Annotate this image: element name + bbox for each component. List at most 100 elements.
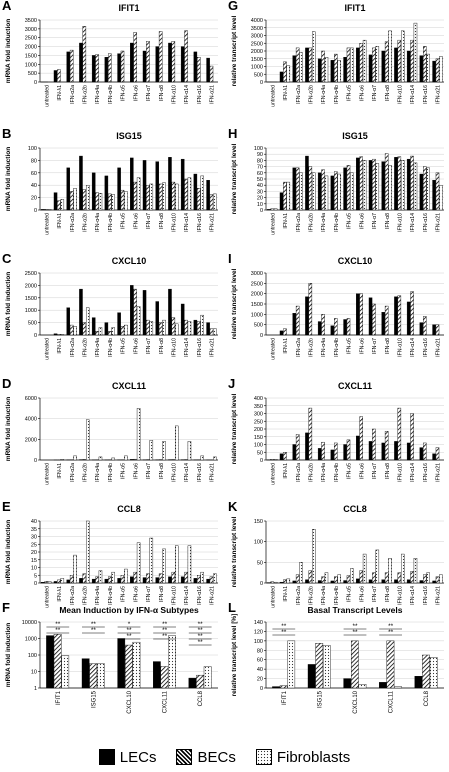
bar-b-6-0 — [117, 167, 121, 211]
bar-b-8-0 — [142, 160, 147, 211]
x-tick-label: IFN-α2a — [70, 85, 76, 104]
bar-i-1-0 — [279, 330, 284, 336]
bar-g-7-1 — [359, 43, 363, 83]
bar-k-5-2 — [337, 574, 341, 584]
x-tick-label: IFN-α8 — [159, 463, 165, 479]
y-tick-label: 500 — [254, 323, 263, 329]
y-tick-label: 250 — [254, 419, 263, 425]
x-tick-label: untreated — [44, 338, 50, 360]
significance-label: ** — [91, 621, 97, 628]
bar-a-7-1 — [133, 32, 137, 83]
x-tick-label: IFN-α2a — [296, 213, 302, 232]
bar-d-12-2 — [200, 455, 204, 461]
significance-label: ** — [281, 623, 287, 630]
bar-h-7-1 — [359, 156, 363, 211]
chart-title: CXCL10 — [338, 256, 373, 266]
y-tick-label: 3000 — [251, 34, 263, 40]
bar-g-11-2 — [413, 22, 418, 83]
bar-e-8-0 — [142, 577, 147, 584]
bar-a-1-1 — [57, 69, 61, 83]
bar-i-11-0 — [406, 301, 411, 336]
bar-j-4-0 — [317, 448, 322, 461]
panel-letter: L — [228, 600, 236, 615]
bar-h-12-2 — [426, 167, 430, 211]
bar-h-4-0 — [317, 172, 322, 211]
bar-e-1-1 — [57, 579, 61, 584]
y-axis-label: relative transcript level — [231, 143, 238, 214]
y-tick-label: 70 — [257, 165, 263, 171]
legend-label-lecs: LECs — [119, 748, 157, 766]
y-tick-label: 2000 — [251, 292, 263, 298]
x-tick-label: IFN-α6 — [359, 85, 365, 101]
chart-title: IFIT1 — [118, 3, 139, 13]
bar-a-9-0 — [155, 46, 159, 83]
x-tick-label: IFN-α16 — [197, 463, 203, 482]
bar-h-5-2 — [337, 173, 341, 211]
legend-item-becs: BECs — [176, 749, 236, 766]
y-tick-label: 4000 — [25, 417, 37, 423]
x-tick-label: IFN-α7 — [372, 338, 378, 354]
bar-b-12-2 — [200, 175, 204, 211]
bar-i-2-1 — [295, 305, 300, 336]
bar-j-8-1 — [372, 428, 376, 461]
significance-label: ** — [91, 627, 97, 634]
y-tick-label: 1000 — [25, 62, 37, 68]
x-tick-label: IFN-α2a — [296, 586, 302, 605]
bar-c-6-2 — [124, 324, 128, 336]
bar-h-9-0 — [381, 161, 385, 211]
x-tick-label: IFN-α5 — [121, 85, 127, 101]
bar-e-9-1 — [158, 573, 163, 584]
significance-label: ** — [126, 633, 132, 640]
bar-h-8-0 — [368, 160, 373, 211]
bar-g-2-2 — [299, 52, 303, 83]
bar-h-2-1 — [295, 167, 300, 211]
bar-b-9-0 — [155, 161, 159, 211]
y-tick-label: 300 — [254, 412, 263, 418]
bar-k-1-1 — [283, 579, 287, 584]
bar-i-5-0 — [330, 325, 335, 336]
bar-j-5-0 — [330, 449, 335, 461]
bar-h-1-1 — [283, 181, 287, 211]
x-tick-label: IFN-α7 — [146, 213, 152, 229]
bar-e-9-0 — [155, 577, 159, 584]
bar-d-7-2 — [136, 408, 141, 461]
bar-a-6-1 — [120, 50, 125, 83]
bar-j-6-1 — [346, 439, 351, 461]
bar-c-12-0 — [193, 319, 198, 336]
bar-a-6-0 — [117, 53, 121, 83]
y-tick-label: 60 — [257, 171, 263, 177]
bar-i-4-1 — [321, 314, 325, 336]
x-tick-label: IFN-α5 — [121, 463, 127, 479]
x-tick-label: IFN-α10 — [398, 338, 404, 357]
chart-panel-a: A IFIT1 mRNA fold induction 0 500 1000 1500 200… — [2, 0, 218, 107]
bar-j-6-0 — [343, 444, 347, 461]
bar-c-8-1 — [146, 319, 150, 336]
bar-c-5-1 — [108, 331, 112, 336]
bar-l-1-0 — [307, 664, 316, 689]
bar-a-8-1 — [146, 41, 150, 83]
bar-e-2-1 — [69, 575, 74, 584]
bar-b-2-1 — [69, 191, 74, 211]
y-tick-label: 500 — [254, 72, 263, 78]
x-tick-label: untreated — [44, 213, 50, 235]
bar-k-2-0 — [292, 580, 296, 584]
bar-b-7-1 — [133, 181, 137, 211]
x-tick-label: IFN-α14 — [184, 586, 190, 605]
y-tick-label: 1500 — [251, 302, 263, 308]
bar-h-11-1 — [410, 155, 414, 211]
x-tick-label: IFN-α6 — [133, 85, 139, 101]
bar-h-13-0 — [432, 180, 436, 211]
x-tick-label: IFN-α16 — [197, 586, 203, 605]
bar-g-3-0 — [305, 47, 309, 83]
bar-k-11-2 — [413, 558, 418, 584]
chart-panel-k: K CCL8 relative transcript level 0 50 100 150 u… — [228, 499, 444, 608]
x-tick-label: CXCL11 — [163, 690, 169, 713]
y-axis-label: mRNA fold induction — [5, 397, 12, 461]
bar-k-0-2 — [273, 581, 278, 584]
bar-e-10-0 — [168, 576, 172, 584]
bar-k-9-0 — [381, 579, 385, 584]
chart-title: IFIT1 — [344, 3, 365, 13]
bar-h-13-1 — [435, 172, 440, 211]
x-tick-label: IFN-α5 — [347, 213, 353, 229]
bar-g-1-2 — [286, 65, 291, 83]
